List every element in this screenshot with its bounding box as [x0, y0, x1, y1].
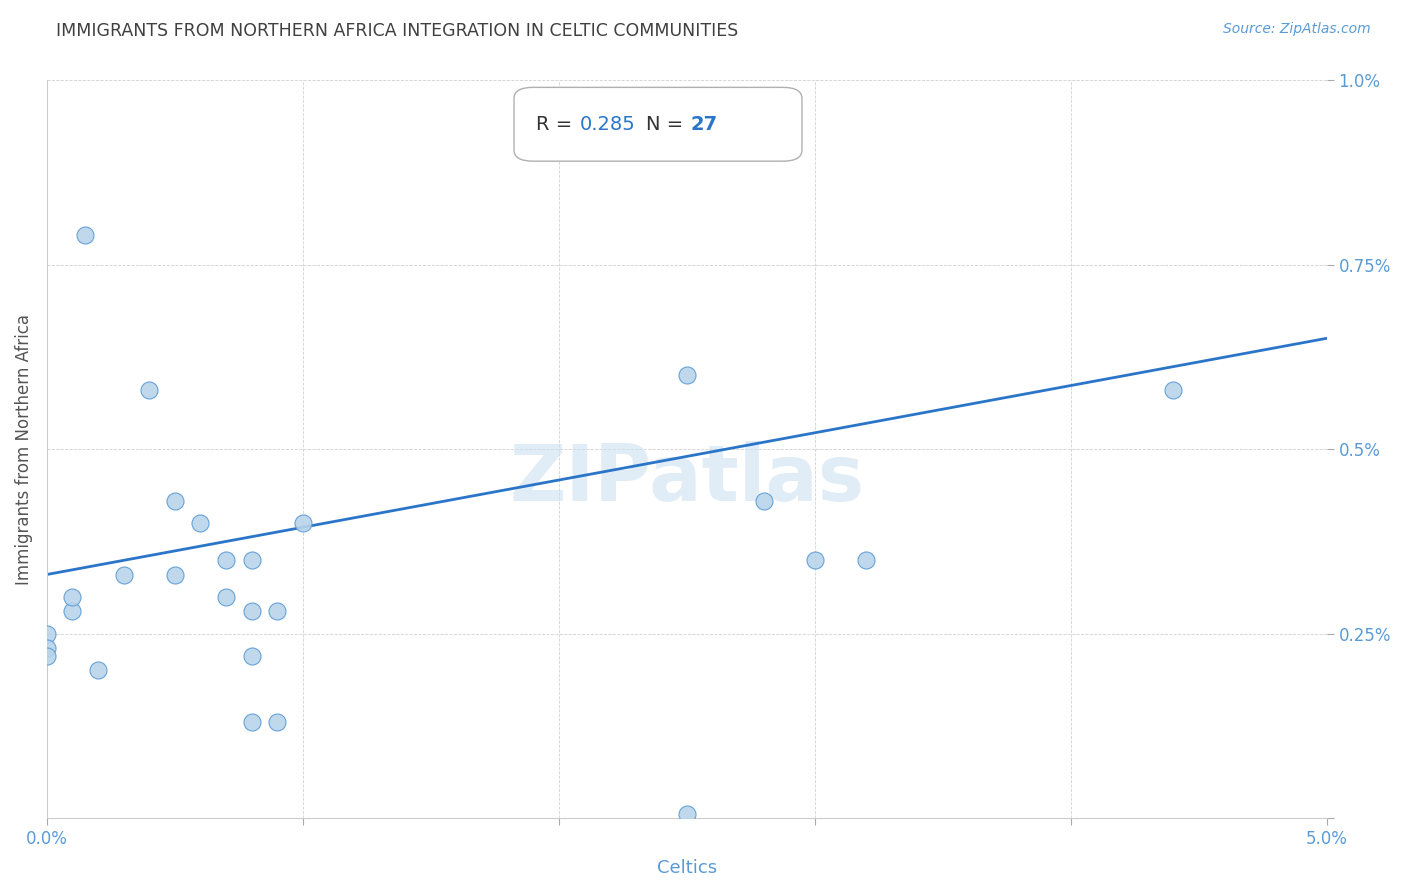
Point: [1161, 383, 1184, 397]
Text: N =: N =: [645, 115, 689, 134]
Point: [87, 664, 110, 678]
Text: 0.285: 0.285: [579, 115, 636, 134]
Point: [240, 715, 263, 730]
Text: Source: ZipAtlas.com: Source: ZipAtlas.com: [1223, 22, 1371, 37]
Text: 27: 27: [690, 115, 717, 134]
Point: [291, 516, 314, 530]
Point: [855, 553, 877, 567]
Point: [35, 641, 58, 656]
Point: [803, 553, 825, 567]
Point: [62, 604, 84, 618]
Point: [62, 590, 84, 604]
Text: ZIPatlas: ZIPatlas: [509, 441, 865, 516]
FancyBboxPatch shape: [515, 87, 801, 161]
Point: [112, 567, 135, 582]
Point: [35, 648, 58, 663]
Point: [163, 493, 186, 508]
Point: [35, 626, 58, 640]
Point: [675, 368, 697, 383]
Point: [266, 715, 288, 730]
X-axis label: Celtics: Celtics: [657, 859, 717, 877]
Point: [215, 590, 238, 604]
Point: [163, 567, 186, 582]
Point: [190, 516, 212, 530]
Point: [75, 227, 97, 242]
Point: [240, 553, 263, 567]
Point: [240, 648, 263, 663]
Y-axis label: Immigrants from Northern Africa: Immigrants from Northern Africa: [15, 313, 32, 584]
Point: [240, 604, 263, 618]
Text: IMMIGRANTS FROM NORTHERN AFRICA INTEGRATION IN CELTIC COMMUNITIES: IMMIGRANTS FROM NORTHERN AFRICA INTEGRAT…: [56, 22, 738, 40]
Point: [215, 553, 238, 567]
Point: [266, 604, 288, 618]
Point: [138, 383, 160, 397]
Text: R =: R =: [536, 115, 578, 134]
Point: [752, 493, 775, 508]
Point: [675, 807, 697, 822]
